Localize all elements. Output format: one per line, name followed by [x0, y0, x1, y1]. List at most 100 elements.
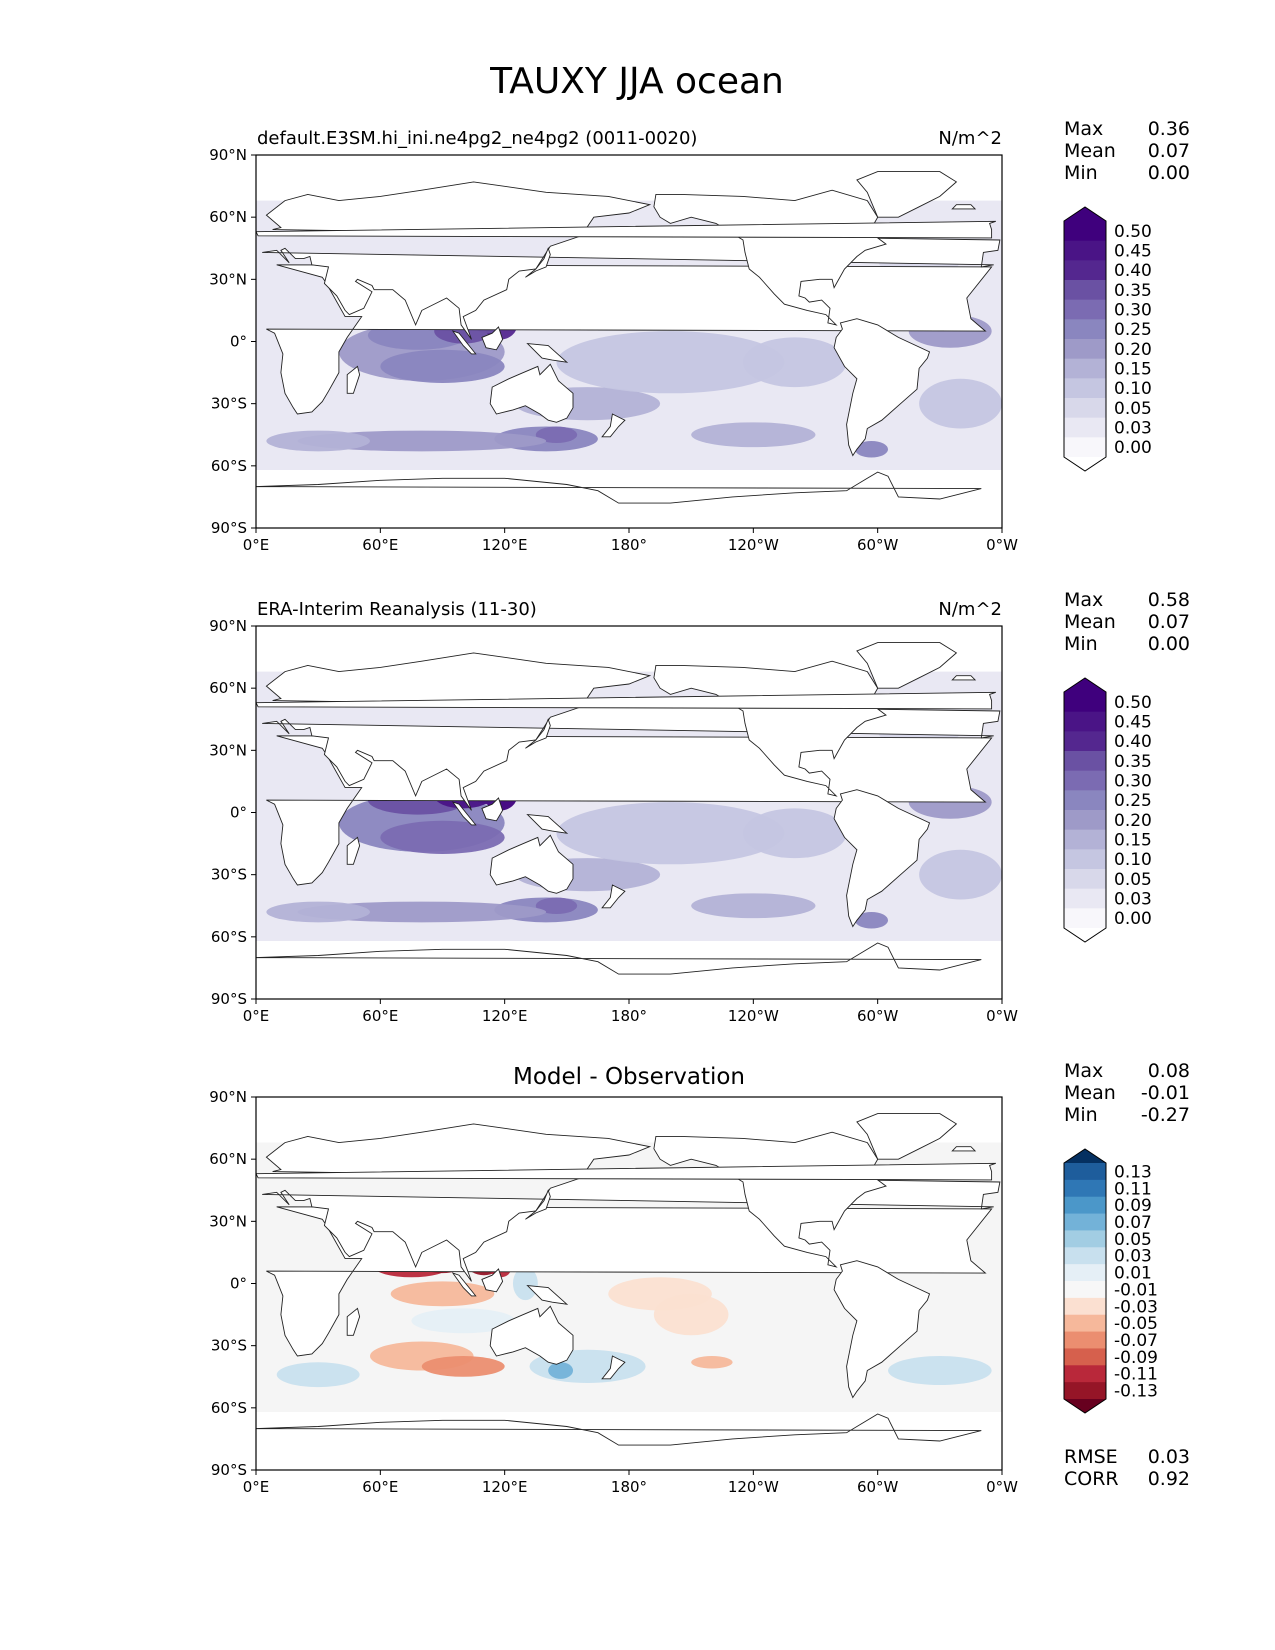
field-contour — [888, 1356, 992, 1386]
lon-tick-label: 180° — [611, 536, 647, 554]
lon-tick-label: 0°W — [986, 1007, 1018, 1025]
map-obs — [256, 626, 1002, 999]
iceland-landmass — [951, 675, 977, 681]
colorbar-over-arrow — [1064, 207, 1106, 221]
bottom-stat-label: RMSE — [1064, 1446, 1118, 1468]
uk-landmass — [256, 691, 996, 710]
lat-tick-label: 30°N — [209, 741, 247, 759]
colorbar-tick-label: 0.09 — [1114, 1196, 1152, 1216]
field-contour — [512, 1266, 538, 1301]
field-contour — [276, 1362, 360, 1388]
colorbar-tick-label: 0.13 — [1114, 1162, 1152, 1182]
lon-tick-label: 180° — [611, 1007, 647, 1025]
colorbar-tick-label: 0.15 — [1114, 831, 1152, 851]
eurasia-landmass — [262, 1123, 1001, 1282]
colorbar-tick-label: 0.03 — [1114, 890, 1152, 910]
colorbar-tick-label: 0.05 — [1114, 399, 1152, 419]
colorbar-segment — [1064, 221, 1106, 242]
lat-tick-label: 60°N — [209, 679, 247, 697]
lon-tick-label: 60°E — [362, 536, 398, 554]
colorbar-segment — [1064, 417, 1106, 438]
panel-obs: 90°N 60°N 30°N 0° 30°S 60°S 90°S0°E 60°E 120°E 18… — [209, 589, 1190, 1025]
lon-tick-label: 0°E — [243, 1007, 270, 1025]
colorbar-segment — [1064, 770, 1106, 791]
panel-diff: 90°N 60°N 30°N 0° 30°S 60°S 90°S0°E 60°E 120°E 18… — [209, 1060, 1190, 1496]
new-zealand-landmass — [601, 884, 626, 909]
colorbar-tick-label: 0.05 — [1114, 1230, 1152, 1250]
lon-tick-label: 120°E — [482, 1478, 528, 1496]
colorbar-tick-label: -0.09 — [1114, 1348, 1158, 1368]
panel-model: 90°N 60°N 30°N 0° 30°S 60°S 90°S0°E 60°E 120°E 18… — [209, 118, 1190, 554]
colorbar-under-arrow — [1064, 1399, 1106, 1413]
bottom-stat-value: 0.03 — [1148, 1446, 1190, 1468]
lon-tick-label: 120°E — [482, 1007, 528, 1025]
colorbar-segment — [1064, 751, 1106, 772]
colorbar-tick-label: 0.20 — [1114, 340, 1152, 360]
colorbar-over-arrow — [1064, 678, 1106, 692]
colorbar-model: 0.500.450.400.350.300.250.200.150.100.05… — [1063, 206, 1152, 472]
stat-value: 0.00 — [1148, 162, 1190, 184]
colorbar-tick-label: 0.40 — [1114, 261, 1152, 281]
lat-tick-label: 0° — [230, 804, 247, 822]
lat-tick-label: 90°N — [209, 1088, 247, 1106]
stat-value: 0.00 — [1148, 633, 1190, 655]
colorbar-diff: 0.130.110.090.070.050.030.01-0.01-0.03-0… — [1063, 1148, 1158, 1414]
japan-landmass — [525, 718, 551, 749]
colorbar-tick-label: -0.07 — [1114, 1331, 1158, 1351]
colorbar-segment — [1064, 398, 1106, 419]
field-contour — [691, 893, 816, 919]
stat-label: Min — [1064, 1104, 1098, 1126]
stat-value: 0.36 — [1148, 118, 1190, 140]
sumatra-landmass — [451, 330, 477, 355]
iceland-landmass — [951, 1146, 977, 1152]
lon-tick-label: 0°E — [243, 536, 270, 554]
colorbar-segment — [1064, 888, 1106, 909]
lat-tick-label: 30°N — [209, 1212, 247, 1230]
lon-tick-label: 0°E — [243, 1478, 270, 1496]
map-diff — [256, 1097, 1002, 1470]
colorbar-segment — [1064, 319, 1106, 340]
field-contour — [919, 378, 1002, 429]
bottom-stat-value: 0.92 — [1148, 1468, 1190, 1490]
uk-landmass — [256, 1162, 996, 1181]
colorbar-tick-label: 0.03 — [1114, 1247, 1152, 1267]
lat-tick-label: 90°S — [211, 990, 247, 1008]
lat-tick-label: 30°S — [211, 866, 247, 884]
sumatra-landmass — [451, 801, 477, 826]
colorbar-tick-label: 0.10 — [1114, 379, 1152, 399]
colorbar-obs: 0.500.450.400.350.300.250.200.150.100.05… — [1063, 677, 1152, 943]
colorbar-segment — [1064, 692, 1106, 713]
lat-tick-label: 60°S — [211, 928, 247, 946]
colorbar-tick-label: -0.01 — [1114, 1280, 1158, 1300]
stat-value: 0.07 — [1148, 140, 1190, 162]
colorbar-segment — [1064, 1382, 1106, 1400]
colorbar-outline — [1063, 1148, 1107, 1414]
lon-tick-label: 120°W — [728, 1478, 779, 1496]
australia-landmass — [489, 1305, 574, 1365]
colorbar-tick-label: 0.30 — [1114, 772, 1152, 792]
lon-tick-label: 60°E — [362, 1007, 398, 1025]
colorbar-tick-label: 0.35 — [1114, 281, 1152, 301]
colorbar-tick-label: 0.35 — [1114, 752, 1152, 772]
new-guinea-landmass — [526, 343, 569, 363]
colorbar-under-arrow — [1064, 928, 1106, 942]
colorbar-tick-label: 0.03 — [1114, 419, 1152, 439]
lat-tick-label: 60°S — [211, 1399, 247, 1417]
colorbar-outline — [1063, 206, 1107, 472]
colorbar-segment — [1064, 1213, 1106, 1231]
greenland-landmass — [856, 642, 958, 689]
colorbar-tick-label: 0.25 — [1114, 791, 1152, 811]
south-america-landmass — [833, 1260, 931, 1399]
new-guinea-landmass — [526, 814, 569, 834]
lon-tick-label: 60°E — [362, 1478, 398, 1496]
lat-tick-label: 0° — [230, 1275, 247, 1293]
australia-landmass — [489, 834, 574, 894]
lat-tick-label: 60°N — [209, 208, 247, 226]
field-contour — [742, 337, 847, 388]
lon-tick-label: 120°E — [482, 536, 528, 554]
panel-center-title: Model - Observation — [513, 1064, 745, 1090]
borneo-landmass — [481, 1268, 504, 1293]
colorbar-segment — [1064, 1264, 1106, 1282]
field-contour — [556, 331, 785, 394]
lat-tick-label: 30°N — [209, 270, 247, 288]
